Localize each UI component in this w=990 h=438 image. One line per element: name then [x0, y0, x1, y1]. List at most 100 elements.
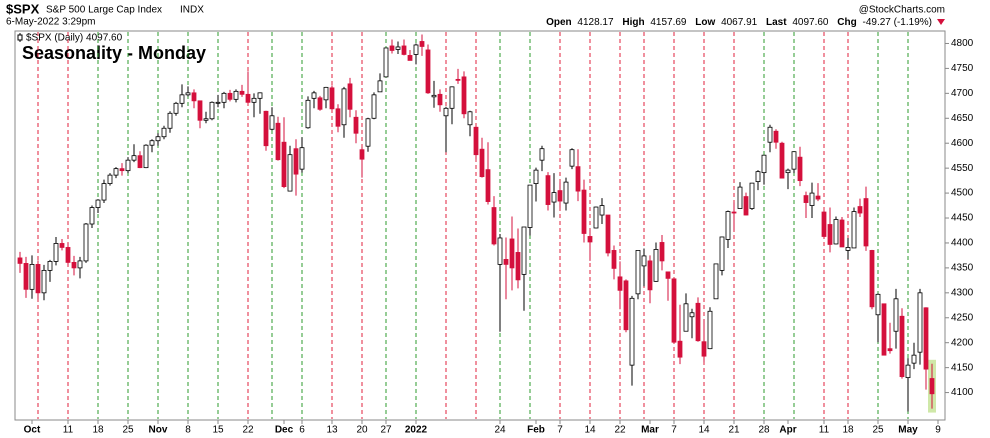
- x-tick-label: 28: [758, 425, 770, 436]
- y-tick-label: 4700: [951, 88, 974, 99]
- candle-body: [821, 211, 827, 237]
- candle-body: [881, 303, 887, 356]
- candle-body: [209, 101, 215, 120]
- candle-body: [119, 168, 125, 172]
- y-tick-label: 4600: [951, 138, 974, 149]
- symbol: $SPX: [6, 1, 40, 16]
- candle-body: [317, 97, 323, 110]
- candle-body: [563, 181, 569, 204]
- candle-body: [695, 302, 701, 342]
- candle-body: [701, 341, 707, 357]
- x-tick-label: Nov: [149, 425, 168, 436]
- candle-body: [173, 102, 179, 114]
- candle-body: [293, 148, 299, 175]
- candle-body: [329, 87, 335, 110]
- candle-body: [137, 155, 143, 169]
- candle-body: [203, 118, 209, 121]
- candle-body: [863, 198, 869, 247]
- candle-body: [425, 49, 431, 94]
- candle-body: [587, 236, 593, 243]
- candle-body: [677, 340, 683, 358]
- candle-body: [917, 292, 923, 353]
- candle-body: [533, 169, 539, 185]
- y-tick-label: 4400: [951, 238, 974, 249]
- x-tick-label: May: [898, 425, 918, 436]
- candle-body: [617, 276, 623, 291]
- x-tick-label: 7: [671, 425, 677, 436]
- quote-label: Open: [546, 17, 572, 28]
- candle-body: [239, 90, 245, 95]
- candle-body: [491, 207, 497, 245]
- candle-body: [827, 224, 833, 245]
- legend-icon: [17, 34, 23, 41]
- plot-layer: 4100 4150 4200 4250 4300 4350 4400 4450 4500 4550…: [17, 32, 974, 436]
- y-tick-label: 4250: [951, 312, 974, 323]
- x-tick-label: Mar: [641, 425, 659, 436]
- candle-body: [275, 122, 281, 161]
- x-tick-label: Dec: [275, 425, 294, 436]
- x-tick-label: 13: [326, 425, 338, 436]
- candle-body: [641, 255, 647, 267]
- x-tick-label: Oct: [24, 425, 41, 436]
- quote-value: 4128.17: [577, 17, 614, 28]
- x-tick-label: 27: [380, 425, 392, 436]
- candle-body: [143, 144, 149, 169]
- y-tick-label: 4800: [951, 38, 974, 49]
- candle-body: [749, 182, 755, 209]
- candle-body: [383, 47, 389, 78]
- candle-body: [791, 151, 797, 170]
- date: 6-May-2022 3:29pm: [6, 17, 96, 28]
- x-tick-label: 8: [185, 425, 191, 436]
- y-tick-label: 4500: [951, 188, 974, 199]
- candle-body: [89, 207, 95, 225]
- quote-value: 4157.69: [650, 17, 687, 28]
- candle-body: [737, 186, 743, 209]
- candle-body: [581, 189, 587, 234]
- candle-body: [779, 142, 785, 179]
- candle-body: [833, 219, 839, 245]
- candle-body: [179, 94, 185, 104]
- candle-body: [761, 154, 767, 174]
- candle-body: [635, 250, 641, 295]
- candle-body: [35, 263, 41, 294]
- candle-body: [569, 149, 575, 167]
- candle-body: [893, 298, 899, 332]
- x-tick-label: 18: [842, 425, 854, 436]
- candle-body: [17, 257, 23, 264]
- x-tick-label: 22: [614, 425, 626, 436]
- candle-body: [419, 41, 425, 47]
- candle-body: [857, 206, 863, 214]
- candle-body: [359, 149, 365, 160]
- candle-body: [257, 92, 263, 99]
- y-tick-label: 4300: [951, 287, 974, 298]
- candle-body: [197, 100, 203, 121]
- candle-body: [71, 262, 77, 269]
- candle-body: [245, 93, 251, 103]
- candle-body: [545, 175, 551, 205]
- x-tick-label: 24: [494, 425, 506, 436]
- candle-body: [473, 126, 479, 156]
- x-tick-label: 2022: [405, 425, 428, 436]
- candle-body: [719, 236, 725, 271]
- candle-body: [461, 76, 467, 115]
- candle-body: [341, 88, 347, 126]
- candle-body: [665, 271, 671, 279]
- candle-body: [521, 226, 527, 275]
- x-tick-label: 25: [122, 425, 134, 436]
- candle-body: [227, 92, 233, 100]
- candle-body: [899, 315, 905, 378]
- candle-body: [53, 243, 59, 262]
- candle-body: [251, 97, 257, 103]
- candle-body: [875, 293, 881, 316]
- y-tick-label: 4350: [951, 263, 974, 274]
- quote-value: 4097.60: [792, 17, 829, 28]
- candle-body: [161, 127, 167, 138]
- candle-body: [413, 44, 419, 55]
- candle-body: [839, 219, 845, 248]
- candle-body: [623, 280, 629, 331]
- legend: $SPX (Daily) 4097.60: [17, 33, 123, 44]
- candle-body: [185, 92, 191, 96]
- quote-label: Low: [695, 17, 715, 28]
- candle-body: [575, 166, 581, 192]
- candle-body: [107, 174, 113, 185]
